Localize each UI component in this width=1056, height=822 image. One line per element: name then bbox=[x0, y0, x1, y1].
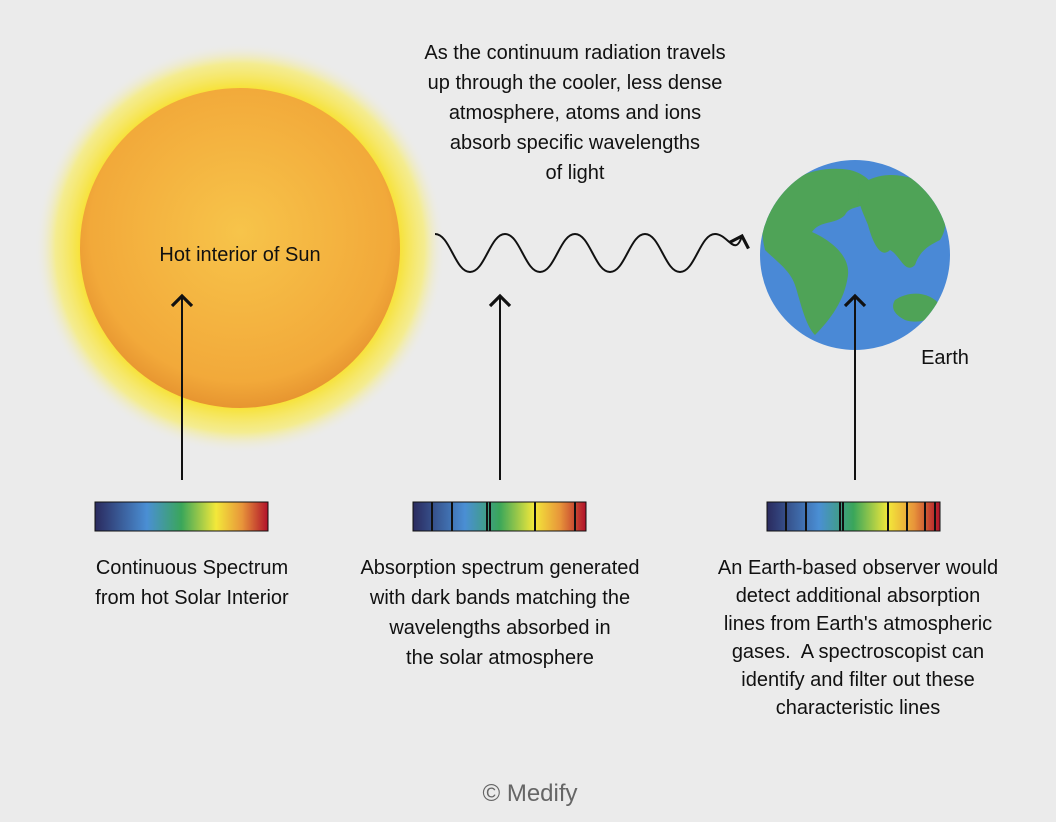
spectrum-caption-line: identify and filter out these bbox=[741, 669, 974, 691]
spectrum-caption-line: Continuous Spectrum bbox=[96, 557, 288, 579]
spectrum-caption-line: wavelengths absorbed in bbox=[388, 617, 610, 639]
spectrum-caption-line: characteristic lines bbox=[776, 697, 941, 719]
earth-spectrum bbox=[766, 501, 941, 532]
spectrum-caption-line: detect additional absorption bbox=[736, 585, 981, 607]
spectrum-caption-line: Absorption spectrum generated bbox=[360, 557, 639, 579]
earth-label: Earth bbox=[921, 347, 969, 369]
caption-line: of light bbox=[546, 162, 605, 184]
wave bbox=[434, 232, 750, 274]
sun bbox=[80, 88, 400, 408]
spectrum-caption-line: with dark bands matching the bbox=[369, 587, 630, 609]
caption-line: atmosphere, atoms and ions bbox=[449, 102, 701, 124]
earth bbox=[760, 160, 950, 350]
credit: © Medify bbox=[482, 780, 577, 807]
absorption-spectrum bbox=[412, 501, 587, 532]
caption-line: absorb specific wavelengths bbox=[450, 132, 700, 154]
spectrum-caption-line: from hot Solar Interior bbox=[95, 587, 289, 609]
spectrum-caption-line: the solar atmosphere bbox=[406, 647, 594, 669]
spectrum-caption-line: lines from Earth's atmospheric bbox=[724, 613, 992, 635]
spectrum-caption-line: gases. A spectroscopist can bbox=[732, 641, 984, 663]
sun-label: Hot interior of Sun bbox=[159, 244, 320, 266]
caption-line: up through the cooler, less dense bbox=[428, 72, 723, 94]
spectrum-bar bbox=[94, 501, 269, 532]
spectrum-caption-line: An Earth-based observer would bbox=[718, 557, 998, 579]
caption-line: As the continuum radiation travels bbox=[424, 42, 725, 64]
